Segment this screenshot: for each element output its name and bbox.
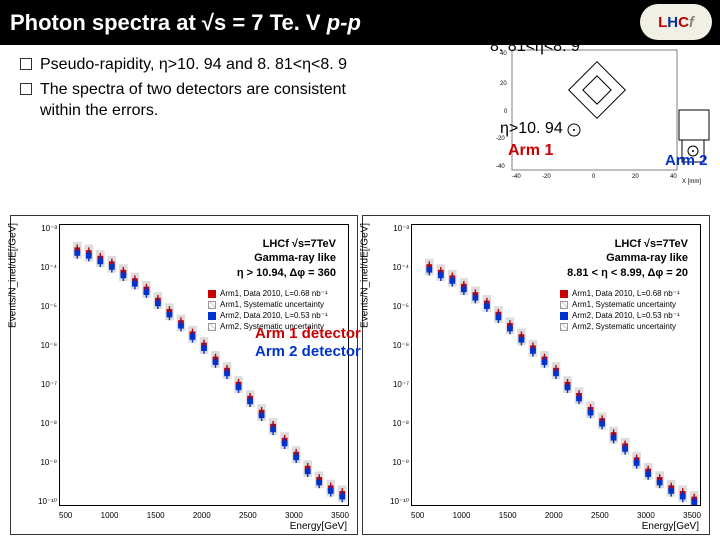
xlabel-right: Energy[GeV] (642, 521, 699, 532)
logo-l: L (658, 14, 667, 31)
xtick: 2500 (239, 511, 257, 520)
lr: Arm1, Systematic uncertainty (572, 300, 676, 309)
bullet-2: The spectra of two detectors are consist… (20, 80, 350, 122)
ytick: 10⁻⁸ (383, 419, 409, 428)
square-bullet-icon (20, 58, 32, 70)
ct: η > 10.94, Δφ = 360 (237, 266, 336, 280)
logo-f: f (689, 14, 694, 31)
logo-c: C (678, 14, 689, 31)
xtick: 1500 (147, 511, 165, 520)
header-bar: Photon spectra at √s = 7 Te. V p-p LHCf (0, 0, 720, 45)
ct: LHCf √s=7TeV (567, 237, 688, 251)
ytick: 10⁻⁸ (31, 419, 57, 428)
arm2-label: Arm 2 (665, 152, 708, 169)
xtick: 500 (411, 511, 424, 520)
chart-left-title: LHCf √s=7TeV Gamma-ray like η > 10.94, Δ… (237, 237, 336, 280)
chart-left-area: LHCf √s=7TeV Gamma-ray like η > 10.94, Δ… (59, 224, 349, 506)
legend-right: Arm1, Data 2010, L=0.68 nb⁻¹ Arm1, Syste… (558, 287, 688, 335)
ytick: 10⁻⁷ (383, 380, 409, 389)
svg-text:X [mm]: X [mm] (682, 179, 701, 185)
chart-left: Events/N_inel/dE[/GeV] Energy[GeV] 10⁻³ … (10, 215, 358, 535)
ct: Gamma-ray like (567, 251, 688, 265)
bullet-1-text: Pseudo-rapidity, η>10. 94 and 8. 81<η<8.… (40, 55, 347, 76)
band-icon (560, 301, 568, 309)
title-text: Photon spectra at √s = 7 Te. V (10, 10, 327, 35)
ct: 8.81 < η < 8.99, Δφ = 20 (567, 266, 688, 280)
xtick: 3000 (285, 511, 303, 520)
lr: Arm2, Data 2010, L=0.53 nb⁻¹ (572, 311, 680, 320)
band-icon (208, 301, 216, 309)
marker-icon (560, 290, 568, 298)
xtick: 3500 (683, 511, 701, 520)
svg-text:40: 40 (670, 174, 677, 180)
lr: Arm1, Systematic uncertainty (220, 300, 324, 309)
logo-h: H (667, 14, 678, 31)
eta-range-1: 8. 81<η<8. 9 (490, 38, 580, 56)
svg-text:20: 20 (500, 81, 507, 87)
lr: Arm2, Systematic uncertainty (572, 322, 676, 331)
band-icon (208, 323, 216, 331)
svg-text:-20: -20 (542, 174, 551, 180)
ytick: 10⁻⁴ (31, 263, 57, 272)
ytick: 10⁻⁶ (383, 341, 409, 350)
title-italic: p-p (327, 10, 361, 35)
xtick: 2000 (193, 511, 211, 520)
ytick: 10⁻⁶ (31, 341, 57, 350)
xtick: 500 (59, 511, 72, 520)
xlabel-left: Energy[GeV] (290, 521, 347, 532)
ytick: 10⁻¹⁰ (31, 497, 57, 506)
marker-icon (208, 290, 216, 298)
xtick: 2000 (545, 511, 563, 520)
chart-right-area: LHCf √s=7TeV Gamma-ray like 8.81 < η < 8… (411, 224, 701, 506)
xtick: 1500 (499, 511, 517, 520)
ct: LHCf √s=7TeV (237, 237, 336, 251)
chart-right: Events/N_inel/dE[/GeV] Energy[GeV] 10⁻³ … (362, 215, 710, 535)
xtick: 1000 (453, 511, 471, 520)
ylabel-right: Events/N_inel/dE[/GeV] (360, 223, 371, 328)
page-title: Photon spectra at √s = 7 Te. V p-p (10, 10, 361, 36)
ytick: 10⁻³ (31, 224, 57, 233)
svg-text:-40: -40 (512, 174, 521, 180)
lr: Arm1, Data 2010, L=0.68 nb⁻¹ (572, 289, 680, 298)
lr: Arm2, Data 2010, L=0.53 nb⁻¹ (220, 311, 328, 320)
ytick: 10⁻⁵ (383, 302, 409, 311)
lhcf-logo: LHCf (640, 4, 712, 40)
marker-icon (208, 312, 216, 320)
ylabel-left: Events/N_inel/dE[/GeV] (8, 223, 19, 328)
ytick: 10⁻⁵ (31, 302, 57, 311)
eta-range-2: η>10. 94 (500, 120, 563, 138)
yticks-left: 10⁻³ 10⁻⁴ 10⁻⁵ 10⁻⁶ 10⁻⁷ 10⁻⁸ 10⁻⁹ 10⁻¹⁰ (31, 224, 57, 506)
ytick: 10⁻⁹ (31, 458, 57, 467)
xticks-left: 500 1000 1500 2000 2500 3000 3500 (59, 511, 349, 520)
ytick: 10⁻⁴ (383, 263, 409, 272)
svg-text:0: 0 (592, 174, 596, 180)
ct: Gamma-ray like (237, 251, 336, 265)
yticks-right: 10⁻³ 10⁻⁴ 10⁻⁵ 10⁻⁶ 10⁻⁷ 10⁻⁸ 10⁻⁹ 10⁻¹⁰ (383, 224, 409, 506)
bullet-list: Pseudo-rapidity, η>10. 94 and 8. 81<η<8.… (20, 55, 350, 125)
lr: Arm1, Data 2010, L=0.68 nb⁻¹ (220, 289, 328, 298)
chart-right-title: LHCf √s=7TeV Gamma-ray like 8.81 < η < 8… (567, 237, 688, 280)
arm1-legend: Arm 1 detector (255, 325, 361, 343)
bullet-2-text: The spectra of two detectors are consist… (40, 80, 350, 122)
xtick: 3000 (637, 511, 655, 520)
square-bullet-icon (20, 83, 32, 95)
ytick: 10⁻³ (383, 224, 409, 233)
svg-text:0: 0 (504, 109, 508, 115)
arm-detector-legend: Arm 1 detector Arm 2 detector (255, 325, 361, 361)
bullet-1: Pseudo-rapidity, η>10. 94 and 8. 81<η<8.… (20, 55, 350, 76)
xtick: 1000 (101, 511, 119, 520)
band-icon (560, 323, 568, 331)
ytick: 10⁻⁹ (383, 458, 409, 467)
ytick: 10⁻¹⁰ (383, 497, 409, 506)
charts-row: Events/N_inel/dE[/GeV] Energy[GeV] 10⁻³ … (8, 215, 712, 535)
arm2-legend: Arm 2 detector (255, 343, 361, 361)
arm1-label: Arm 1 (508, 142, 553, 160)
xticks-right: 500 1000 1500 2000 2500 3000 3500 (411, 511, 701, 520)
xtick: 2500 (591, 511, 609, 520)
ytick: 10⁻⁷ (31, 380, 57, 389)
marker-icon (560, 312, 568, 320)
xtick: 3500 (331, 511, 349, 520)
svg-text:20: 20 (632, 174, 639, 180)
svg-text:-40: -40 (496, 164, 505, 170)
